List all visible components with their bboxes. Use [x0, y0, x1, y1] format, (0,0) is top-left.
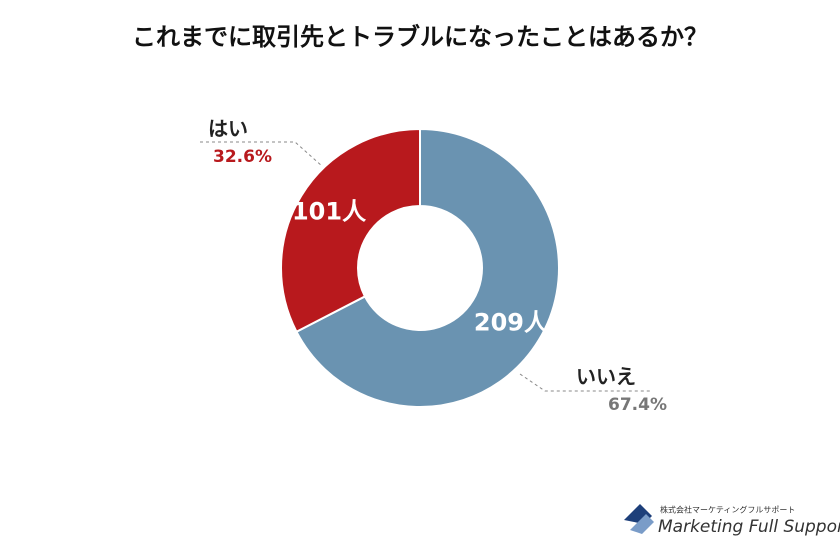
- leader-line: [519, 373, 652, 392]
- percentage-label: 32.6%: [213, 147, 272, 167]
- logo-mark: [630, 514, 654, 534]
- value-label: 101人: [292, 198, 366, 226]
- percentage-label: 67.4%: [608, 395, 667, 415]
- logo-name: Marketing Full Support: [658, 517, 840, 537]
- category-label: はい: [208, 117, 248, 141]
- donut-slice: [295, 127, 560, 408]
- category-label: いいえ: [576, 365, 636, 389]
- value-label: 209人: [474, 308, 548, 336]
- chart-title: これまでに取引先とトラブルになったことはあるか？: [132, 23, 708, 51]
- logo-company: 株式会社マーケティングフルサポート: [660, 505, 795, 515]
- donut-slice: [280, 127, 421, 334]
- logo: 株式会社マーケティングフルサポート Marketing Full Support: [624, 504, 840, 537]
- leader-line: [200, 141, 323, 167]
